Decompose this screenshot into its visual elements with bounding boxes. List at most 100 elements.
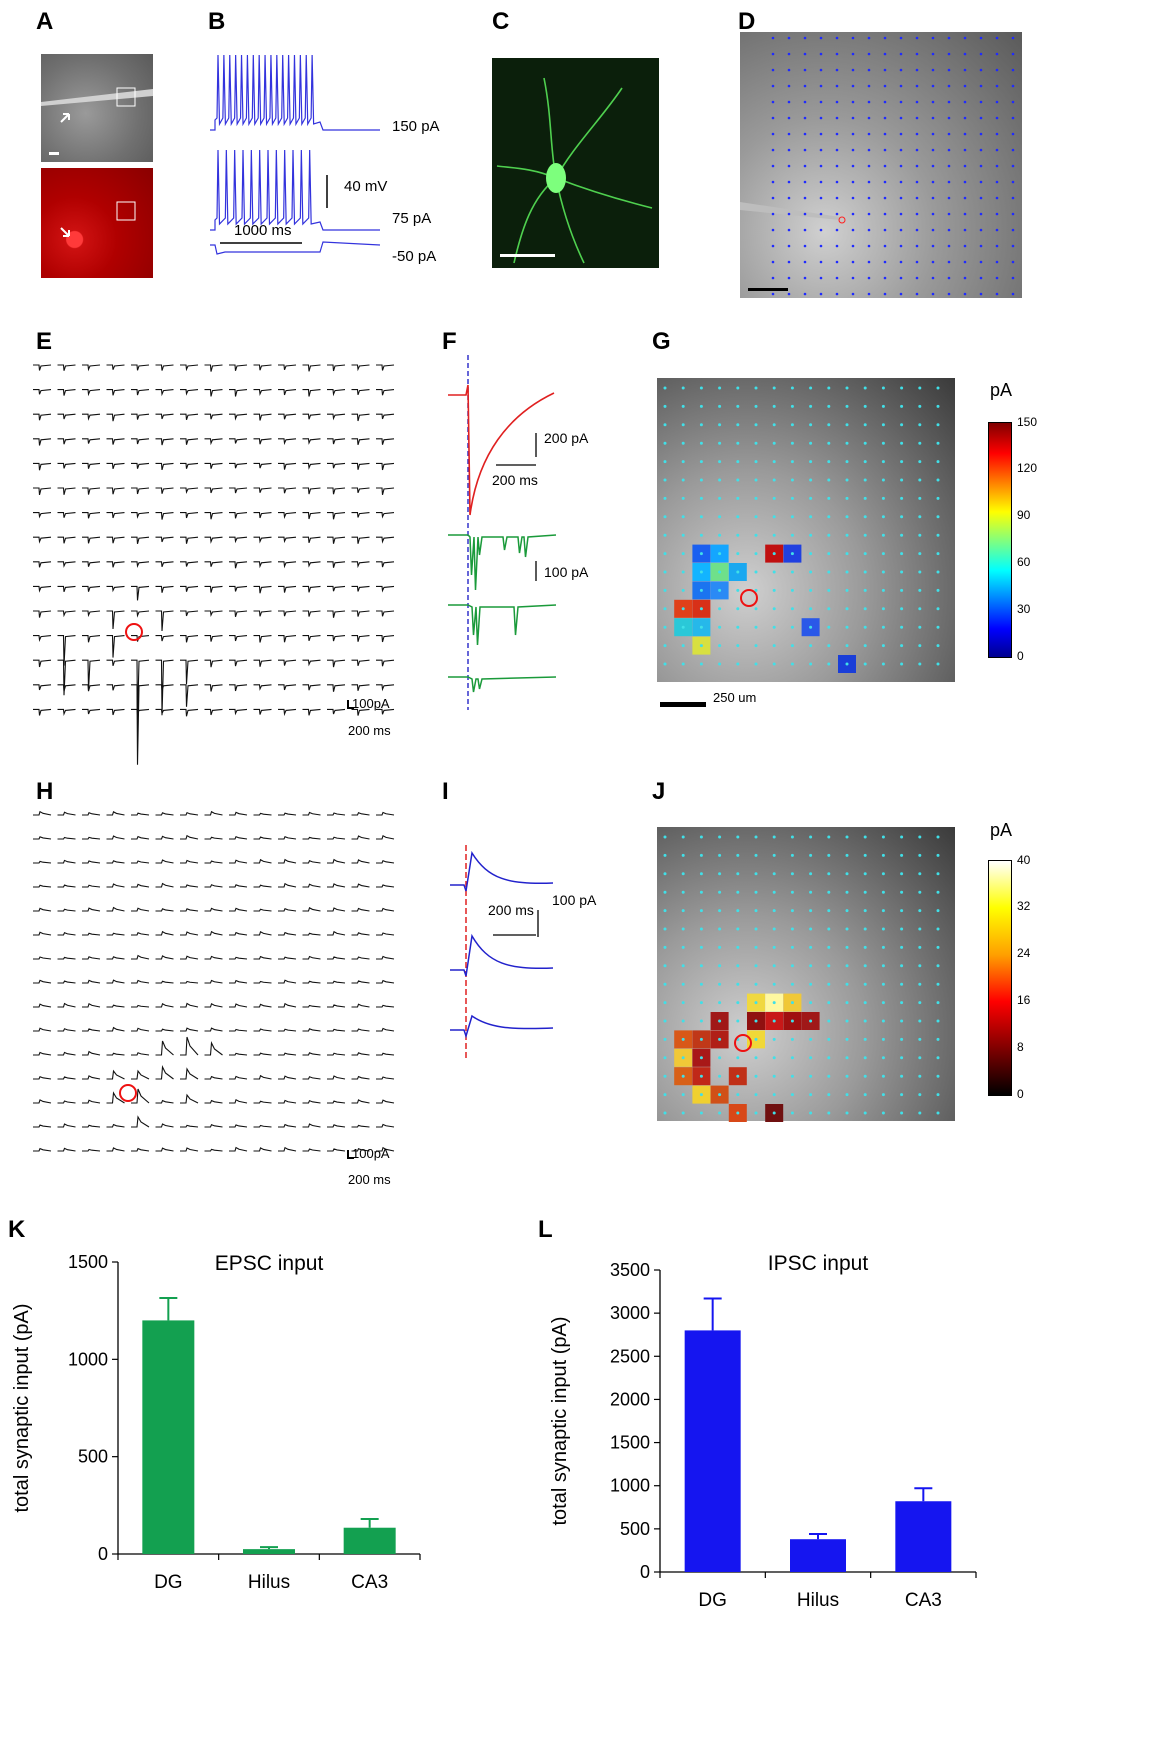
- stim-point: [809, 478, 813, 482]
- j-tick: 16: [1017, 993, 1031, 1007]
- stim-point: [936, 1001, 940, 1005]
- stim-point: [1011, 180, 1015, 184]
- trace: [33, 610, 52, 618]
- trace: [204, 860, 223, 864]
- stim-point: [809, 460, 813, 464]
- trace: [82, 462, 101, 469]
- stim-point: [754, 964, 758, 968]
- trace: [278, 1028, 297, 1032]
- trace: [33, 931, 52, 936]
- stim-point: [790, 982, 794, 986]
- stim-point: [771, 228, 775, 232]
- trace: [106, 1147, 125, 1152]
- stim-point: [835, 68, 839, 72]
- trace: [327, 1052, 346, 1056]
- y-tick-label: 1500: [68, 1252, 108, 1272]
- trace: [131, 659, 150, 721]
- stim-point: [900, 588, 904, 592]
- stim-point: [900, 515, 904, 519]
- trace: [278, 1002, 297, 1008]
- stim-point: [771, 260, 775, 264]
- stim-point: [936, 909, 940, 913]
- j-colorbar-ticks: 40 32 24 16 8 0: [1017, 853, 1057, 1103]
- trace: [302, 932, 321, 936]
- trace: [204, 1075, 223, 1080]
- trace: [33, 512, 52, 519]
- stim-point: [918, 423, 922, 427]
- stim-point: [963, 36, 967, 40]
- trace: [180, 585, 199, 592]
- stim-point: [863, 1019, 867, 1023]
- stim-point: [845, 909, 849, 913]
- trace: [82, 1075, 101, 1080]
- trace: [204, 1027, 223, 1032]
- stim-point: [699, 835, 703, 839]
- stim-point: [845, 945, 849, 949]
- stim-point: [790, 588, 794, 592]
- trace: [155, 364, 174, 371]
- x-tick-label: Hilus: [797, 1590, 839, 1611]
- trace: [82, 860, 101, 864]
- trace: [376, 1076, 395, 1080]
- stim-point: [803, 52, 807, 56]
- trace: [376, 708, 395, 715]
- stim-point: [867, 52, 871, 56]
- stim-point: [699, 625, 703, 629]
- trace: [327, 708, 346, 715]
- stim-point: [936, 1074, 940, 1078]
- stim-point: [900, 853, 904, 857]
- stim-point: [1011, 164, 1015, 168]
- stim-point: [771, 292, 775, 296]
- stim-point: [995, 52, 999, 56]
- trace: [229, 979, 248, 984]
- panel-label-k: K: [8, 1216, 26, 1243]
- trace: [33, 1099, 52, 1104]
- stim-point: [931, 260, 935, 264]
- trace: [82, 812, 101, 816]
- stim-point: [881, 404, 885, 408]
- stim-point: [699, 496, 703, 500]
- stim-point: [851, 180, 855, 184]
- stim-point: [979, 100, 983, 104]
- trace: [376, 635, 395, 643]
- trace: [253, 364, 272, 371]
- stim-point: [819, 292, 823, 296]
- chart-k-epsc: 0 500 1000 1500 DG Hilus CA3 EPSC input total sy…: [11, 1252, 421, 1593]
- bar: [343, 1527, 396, 1554]
- stim-point: [827, 423, 831, 427]
- stim-point: [681, 1037, 685, 1041]
- trace: [376, 1146, 395, 1152]
- stim-point: [819, 100, 823, 104]
- trace: [82, 610, 101, 618]
- stim-point: [772, 964, 776, 968]
- stim-point: [845, 515, 849, 519]
- stim-point: [851, 212, 855, 216]
- trace: [57, 1002, 76, 1008]
- stim-point: [963, 260, 967, 264]
- trace: [278, 908, 297, 912]
- stim-point: [899, 84, 903, 88]
- e-scale-time: 200 ms: [348, 723, 391, 738]
- stim-point: [979, 244, 983, 248]
- stim-point: [809, 927, 813, 931]
- trace: [82, 536, 101, 544]
- trace: [82, 836, 101, 840]
- trace: [229, 1124, 248, 1128]
- stim-point: [663, 1056, 667, 1060]
- stim-point: [827, 441, 831, 445]
- stim-point: [899, 148, 903, 152]
- trace: [302, 364, 321, 372]
- stim-point: [1011, 212, 1015, 216]
- trace: [327, 610, 346, 618]
- trace: [57, 610, 76, 618]
- stim-point: [787, 100, 791, 104]
- trace: [180, 413, 199, 421]
- stim-point: [699, 1056, 703, 1060]
- stim-point: [681, 835, 685, 839]
- trace: [278, 659, 297, 666]
- trace: [106, 708, 125, 716]
- stim-point: [772, 1019, 776, 1023]
- trace: [155, 610, 174, 632]
- trace: [204, 708, 223, 716]
- stim-point: [918, 570, 922, 574]
